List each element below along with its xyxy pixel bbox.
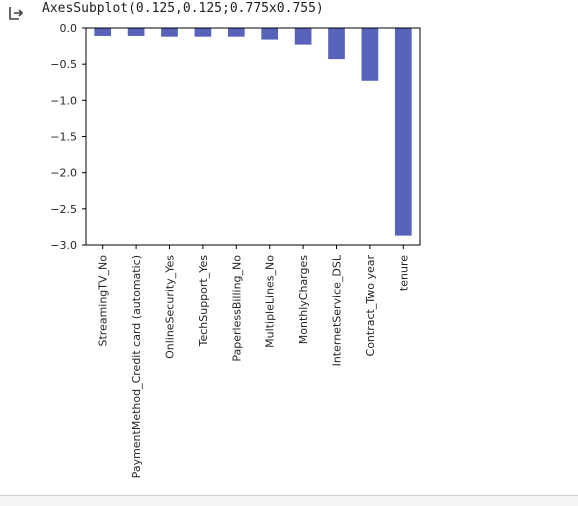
x-tick-label: tenure — [397, 255, 410, 291]
x-tick-label: PaymentMethod_Credit card (automatic) — [130, 255, 143, 478]
bar — [194, 28, 212, 37]
y-tick-label: −1.0 — [50, 94, 77, 107]
y-tick-label: −3.0 — [50, 239, 77, 252]
bar — [361, 28, 379, 81]
y-tick-label: −0.5 — [50, 58, 77, 71]
bar — [161, 28, 178, 37]
bar — [261, 28, 279, 40]
x-tick-label: TechSupport_Yes — [197, 255, 210, 348]
bar — [394, 28, 412, 236]
y-tick-label: 0.0 — [60, 22, 78, 35]
axes-subplot-repr: AxesSubplot(0.125,0.125;0.775x0.755) — [42, 1, 324, 16]
cell-bottom-bar — [0, 495, 578, 506]
x-tick-label: InternetService_DSL — [331, 254, 344, 366]
x-tick-label: StreamingTV_No — [97, 255, 110, 347]
output-arrow-icon — [9, 7, 24, 20]
bar — [294, 28, 312, 45]
bar — [328, 28, 345, 60]
bar — [227, 28, 245, 37]
y-tick-label: −2.0 — [50, 167, 77, 180]
y-tick-label: −2.5 — [50, 203, 77, 216]
bar — [127, 28, 145, 36]
x-tick-label: OnlineSecurity_Yes — [164, 255, 177, 359]
x-tick-label: MonthlyCharges — [297, 255, 310, 345]
y-tick-label: −1.5 — [50, 131, 77, 144]
x-tick-label: Contract_Two year — [364, 255, 377, 357]
bar — [94, 28, 112, 36]
x-tick-label: MultipleLines_No — [264, 255, 277, 348]
bar-chart: 0.0 −0.5 −1.0 −1.5 −2.0 −2.5 −3.0 StreamingTV_N… — [50, 22, 421, 478]
x-tick-label: PaperlessBilling_No — [230, 255, 243, 362]
